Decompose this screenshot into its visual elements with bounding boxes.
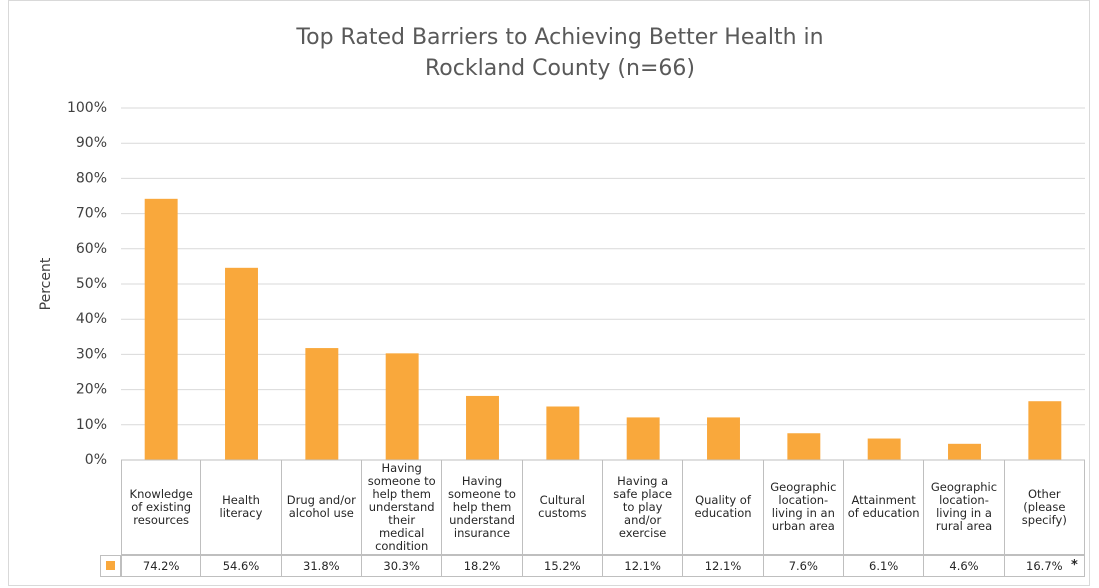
value-cell: 16.7%: [1004, 555, 1085, 577]
chart-title: Top Rated Barriers to Achieving Better H…: [296, 25, 824, 81]
bar: [948, 443, 981, 460]
category-cell: Health literacy: [201, 460, 282, 555]
bar: [546, 406, 580, 460]
category-cell: Having a safe place to play and/or exerc…: [603, 460, 684, 555]
chart-frame: [8, 0, 1090, 586]
legend-key: [106, 561, 115, 570]
category-cell: Drug and/or alcohol use: [281, 460, 362, 555]
bar: [707, 417, 740, 460]
annotation: *: [1071, 558, 1078, 573]
category-cell: Having someone to help them understand t…: [362, 460, 443, 555]
category-cell: Other (please specify): [1004, 460, 1085, 555]
category-cell: Having someone to help them understand i…: [442, 460, 523, 555]
y-tick-label: 80%: [76, 170, 107, 186]
value-cell: 6.1%: [844, 555, 925, 577]
y-tick-label: 40%: [76, 311, 107, 327]
y-tick-label: 70%: [76, 206, 107, 222]
value-cell: 31.8%: [281, 555, 362, 577]
bar: [1028, 401, 1062, 460]
category-cell: Quality of education: [683, 460, 764, 555]
value-cell: 7.6%: [763, 555, 844, 577]
value-cell: 15.2%: [522, 555, 603, 577]
category-cell: Geographic location- living in a rural a…: [924, 460, 1005, 555]
category-cell: Cultural customs: [522, 460, 603, 555]
category-cell: Knowledge of existing resources: [121, 460, 202, 555]
bar: [626, 417, 660, 460]
value-cell: 18.2%: [442, 555, 523, 577]
category-cell: Attainment of education: [844, 460, 925, 555]
bar: [867, 438, 901, 460]
y-tick-label: 100%: [67, 100, 107, 116]
table-key-cell: [100, 555, 121, 577]
y-tick-label: 0%: [85, 452, 107, 468]
bar: [466, 395, 499, 460]
value-cell: 30.3%: [362, 555, 443, 577]
y-tick-label: 10%: [76, 417, 107, 433]
bar: [385, 353, 419, 460]
bar: [225, 267, 258, 460]
y-tick-label: 60%: [76, 241, 107, 257]
value-cell: 4.6%: [924, 555, 1005, 577]
y-tick-label: 30%: [76, 346, 107, 362]
bar: [305, 348, 339, 460]
y-axis-label: Percent: [38, 257, 54, 310]
value-cell: 12.1%: [603, 555, 684, 577]
value-cell: 74.2%: [121, 555, 202, 577]
y-tick-label: 20%: [76, 382, 107, 398]
category-cell: Geographic location- living in an urban …: [763, 460, 844, 555]
value-cell: 12.1%: [683, 555, 764, 577]
y-tick-label: 90%: [76, 135, 107, 151]
bar: [144, 198, 178, 461]
bar: [787, 433, 821, 460]
y-tick-label: 50%: [76, 276, 107, 292]
value-cell: 54.6%: [201, 555, 282, 577]
